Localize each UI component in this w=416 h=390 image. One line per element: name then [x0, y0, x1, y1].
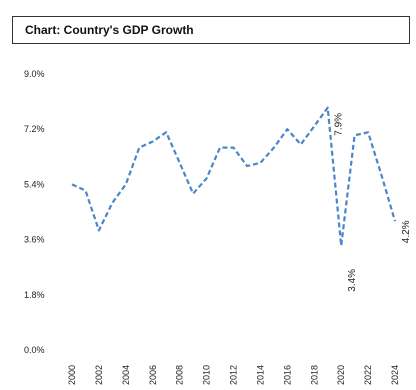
x-tick-label: 2010: [202, 365, 212, 385]
x-tick-label: 2024: [390, 365, 400, 385]
y-tick-label: 7.2%: [24, 124, 45, 134]
x-tick-label: 2008: [175, 365, 185, 385]
x-tick-label: 2000: [67, 365, 77, 385]
x-tick-label: 2004: [121, 365, 131, 385]
x-tick-label: 2016: [282, 365, 292, 385]
x-tick-label: 2020: [336, 365, 346, 385]
y-tick-label: 1.8%: [24, 290, 45, 300]
y-tick-label: 3.6%: [24, 235, 45, 245]
x-tick-label: 2018: [309, 365, 319, 385]
x-tick-label: 2012: [229, 365, 239, 385]
x-tick-label: 2022: [363, 365, 373, 385]
data-label: 7.9%: [334, 113, 345, 136]
x-tick-label: 2006: [148, 365, 158, 385]
y-tick-label: 0.0%: [24, 345, 45, 355]
y-tick-label: 9.0%: [24, 69, 45, 79]
x-tick-label: 2014: [255, 365, 265, 385]
y-tick-label: 5.4%: [24, 179, 45, 189]
chart-title: Chart: Country's GDP Growth: [25, 23, 194, 37]
data-label: 4.2%: [401, 220, 412, 243]
series-line: [71, 106, 397, 247]
x-tick-label: 2002: [94, 365, 104, 385]
chart-title-box: Chart: Country's GDP Growth: [12, 16, 410, 44]
data-label: 3.4%: [347, 269, 358, 292]
